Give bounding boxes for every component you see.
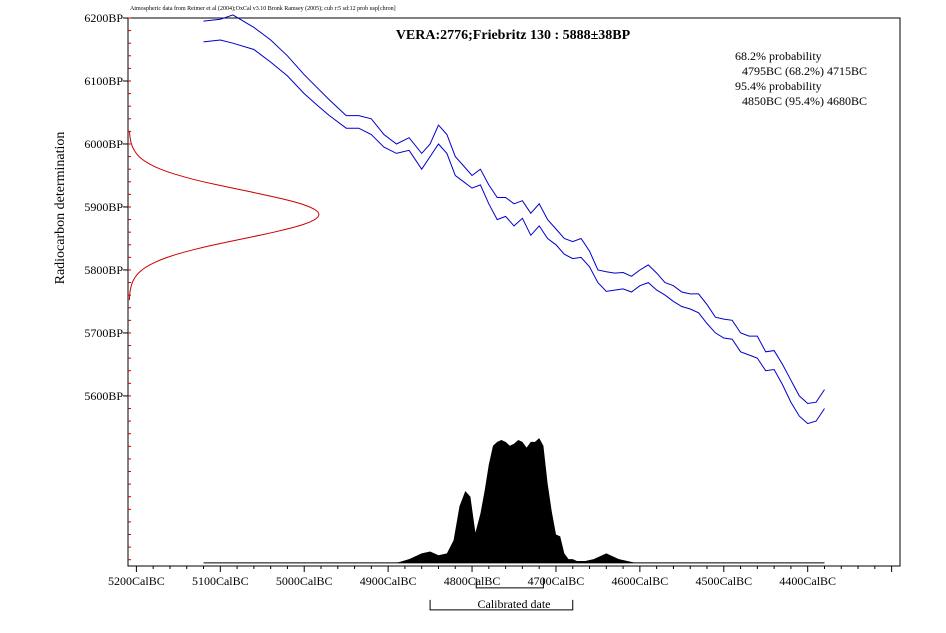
x-tick-label: 4400CalBC [779, 574, 836, 588]
prob-text-line: 95.4% probability [735, 79, 822, 93]
x-tick-label: 5200CalBC [108, 574, 165, 588]
prob-text-line: 4795BC (68.2%) 4715BC [742, 64, 867, 78]
prob-text-line: 4850BC (95.4%) 4680BC [742, 94, 867, 108]
x-axis: 5200CalBC 5100CalBC 5000CalBC 4900CalBC 4800… [108, 566, 893, 588]
calibration-curve-upper [203, 14, 825, 405]
prob-text-line: 68.2% probability [735, 49, 822, 63]
x-tick-label: 5100CalBC [192, 574, 249, 588]
y-axis-label: Radiocarbon determination [53, 132, 68, 285]
range-brackets [429, 577, 574, 611]
x-tick-label: 5000CalBC [276, 574, 333, 588]
y-tick-label: 5700BP [84, 326, 123, 340]
header-note: Atmospheric data from Reimer et al (2004… [130, 5, 396, 12]
probability-distribution [396, 438, 645, 563]
y-tick-label: 5800BP [84, 263, 123, 277]
chart-title: VERA:2776;Friebritz 130 : 5888±38BP [396, 28, 631, 43]
range-bracket-68-2pct [475, 577, 544, 589]
y-tick-label: 6100BP [84, 74, 123, 88]
x-tick-label: 4800CalBC [444, 574, 501, 588]
x-tick-label: 4600CalBC [612, 574, 669, 588]
plot-frame [127, 17, 901, 567]
radiocarbon-distribution [128, 131, 320, 301]
range-bracket-95-4pct [429, 599, 574, 611]
x-tick-label: 4900CalBC [360, 574, 417, 588]
x-tick-label: 4500CalBC [695, 574, 752, 588]
y-tick-label: 5900BP [84, 200, 123, 214]
probability-text: 68.2% probability 4795BC (68.2%) 4715BC … [735, 49, 867, 108]
x-tick-label: 4700CalBC [528, 574, 585, 588]
calibration-curve-group [203, 14, 825, 425]
probability-distribution-group [203, 438, 825, 564]
y-tick-label: 6200BP [84, 11, 123, 25]
calibration-curve-lower [203, 39, 825, 425]
y-tick-label: 6000BP [84, 137, 123, 151]
radiocarbon-curve-group [128, 131, 320, 301]
y-axis: 5600BP 5700BP 5800BP 5900BP 6000BP 6100BP 6200… [84, 11, 131, 561]
x-axis-label: Calibrated date [478, 597, 551, 611]
y-tick-label: 5600BP [84, 389, 123, 403]
